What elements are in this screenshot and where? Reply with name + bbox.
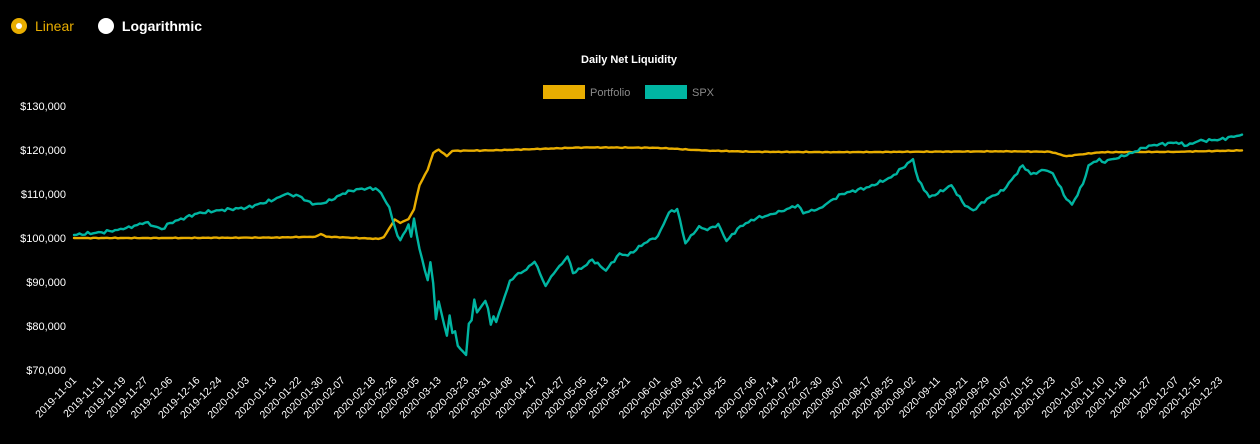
linear-label: Linear bbox=[35, 18, 74, 34]
y-tick-label: $120,000 bbox=[20, 145, 66, 157]
legend-label-spx[interactable]: SPX bbox=[692, 87, 715, 99]
x-axis: 2019-11-012019-11-112019-11-192019-11-27… bbox=[33, 375, 1225, 422]
chart-title: Daily Net Liquidity bbox=[581, 54, 678, 66]
logarithmic-label: Logarithmic bbox=[121, 18, 203, 34]
legend-swatch-spx[interactable] bbox=[645, 85, 687, 99]
y-tick-label: $110,000 bbox=[21, 189, 66, 201]
y-tick-label: $80,000 bbox=[26, 321, 66, 333]
y-tick-label: $100,000 bbox=[20, 233, 66, 245]
legend-swatch-portfolio[interactable] bbox=[543, 85, 585, 99]
radio-unselected-icon bbox=[97, 18, 114, 34]
y-axis: $70,000 $80,000 $90,000 $100,000 $110,000 $12… bbox=[20, 101, 66, 377]
chart-legend: Portfolio SPX bbox=[543, 85, 715, 99]
y-tick-label: $70,000 bbox=[26, 365, 66, 377]
y-tick-label: $130,000 bbox=[20, 101, 66, 113]
y-tick-label: $90,000 bbox=[26, 277, 66, 289]
linear-radio[interactable]: Linear bbox=[11, 18, 74, 34]
radio-selected-icon bbox=[11, 18, 27, 34]
series-line-spx bbox=[72, 133, 1244, 357]
legend-label-portfolio[interactable]: Portfolio bbox=[590, 87, 630, 99]
series-line-portfolio bbox=[72, 146, 1244, 241]
logarithmic-radio[interactable]: Logarithmic bbox=[97, 18, 203, 34]
scale-toggle: Linear Logarithmic bbox=[11, 18, 202, 34]
series-layer bbox=[72, 133, 1244, 357]
